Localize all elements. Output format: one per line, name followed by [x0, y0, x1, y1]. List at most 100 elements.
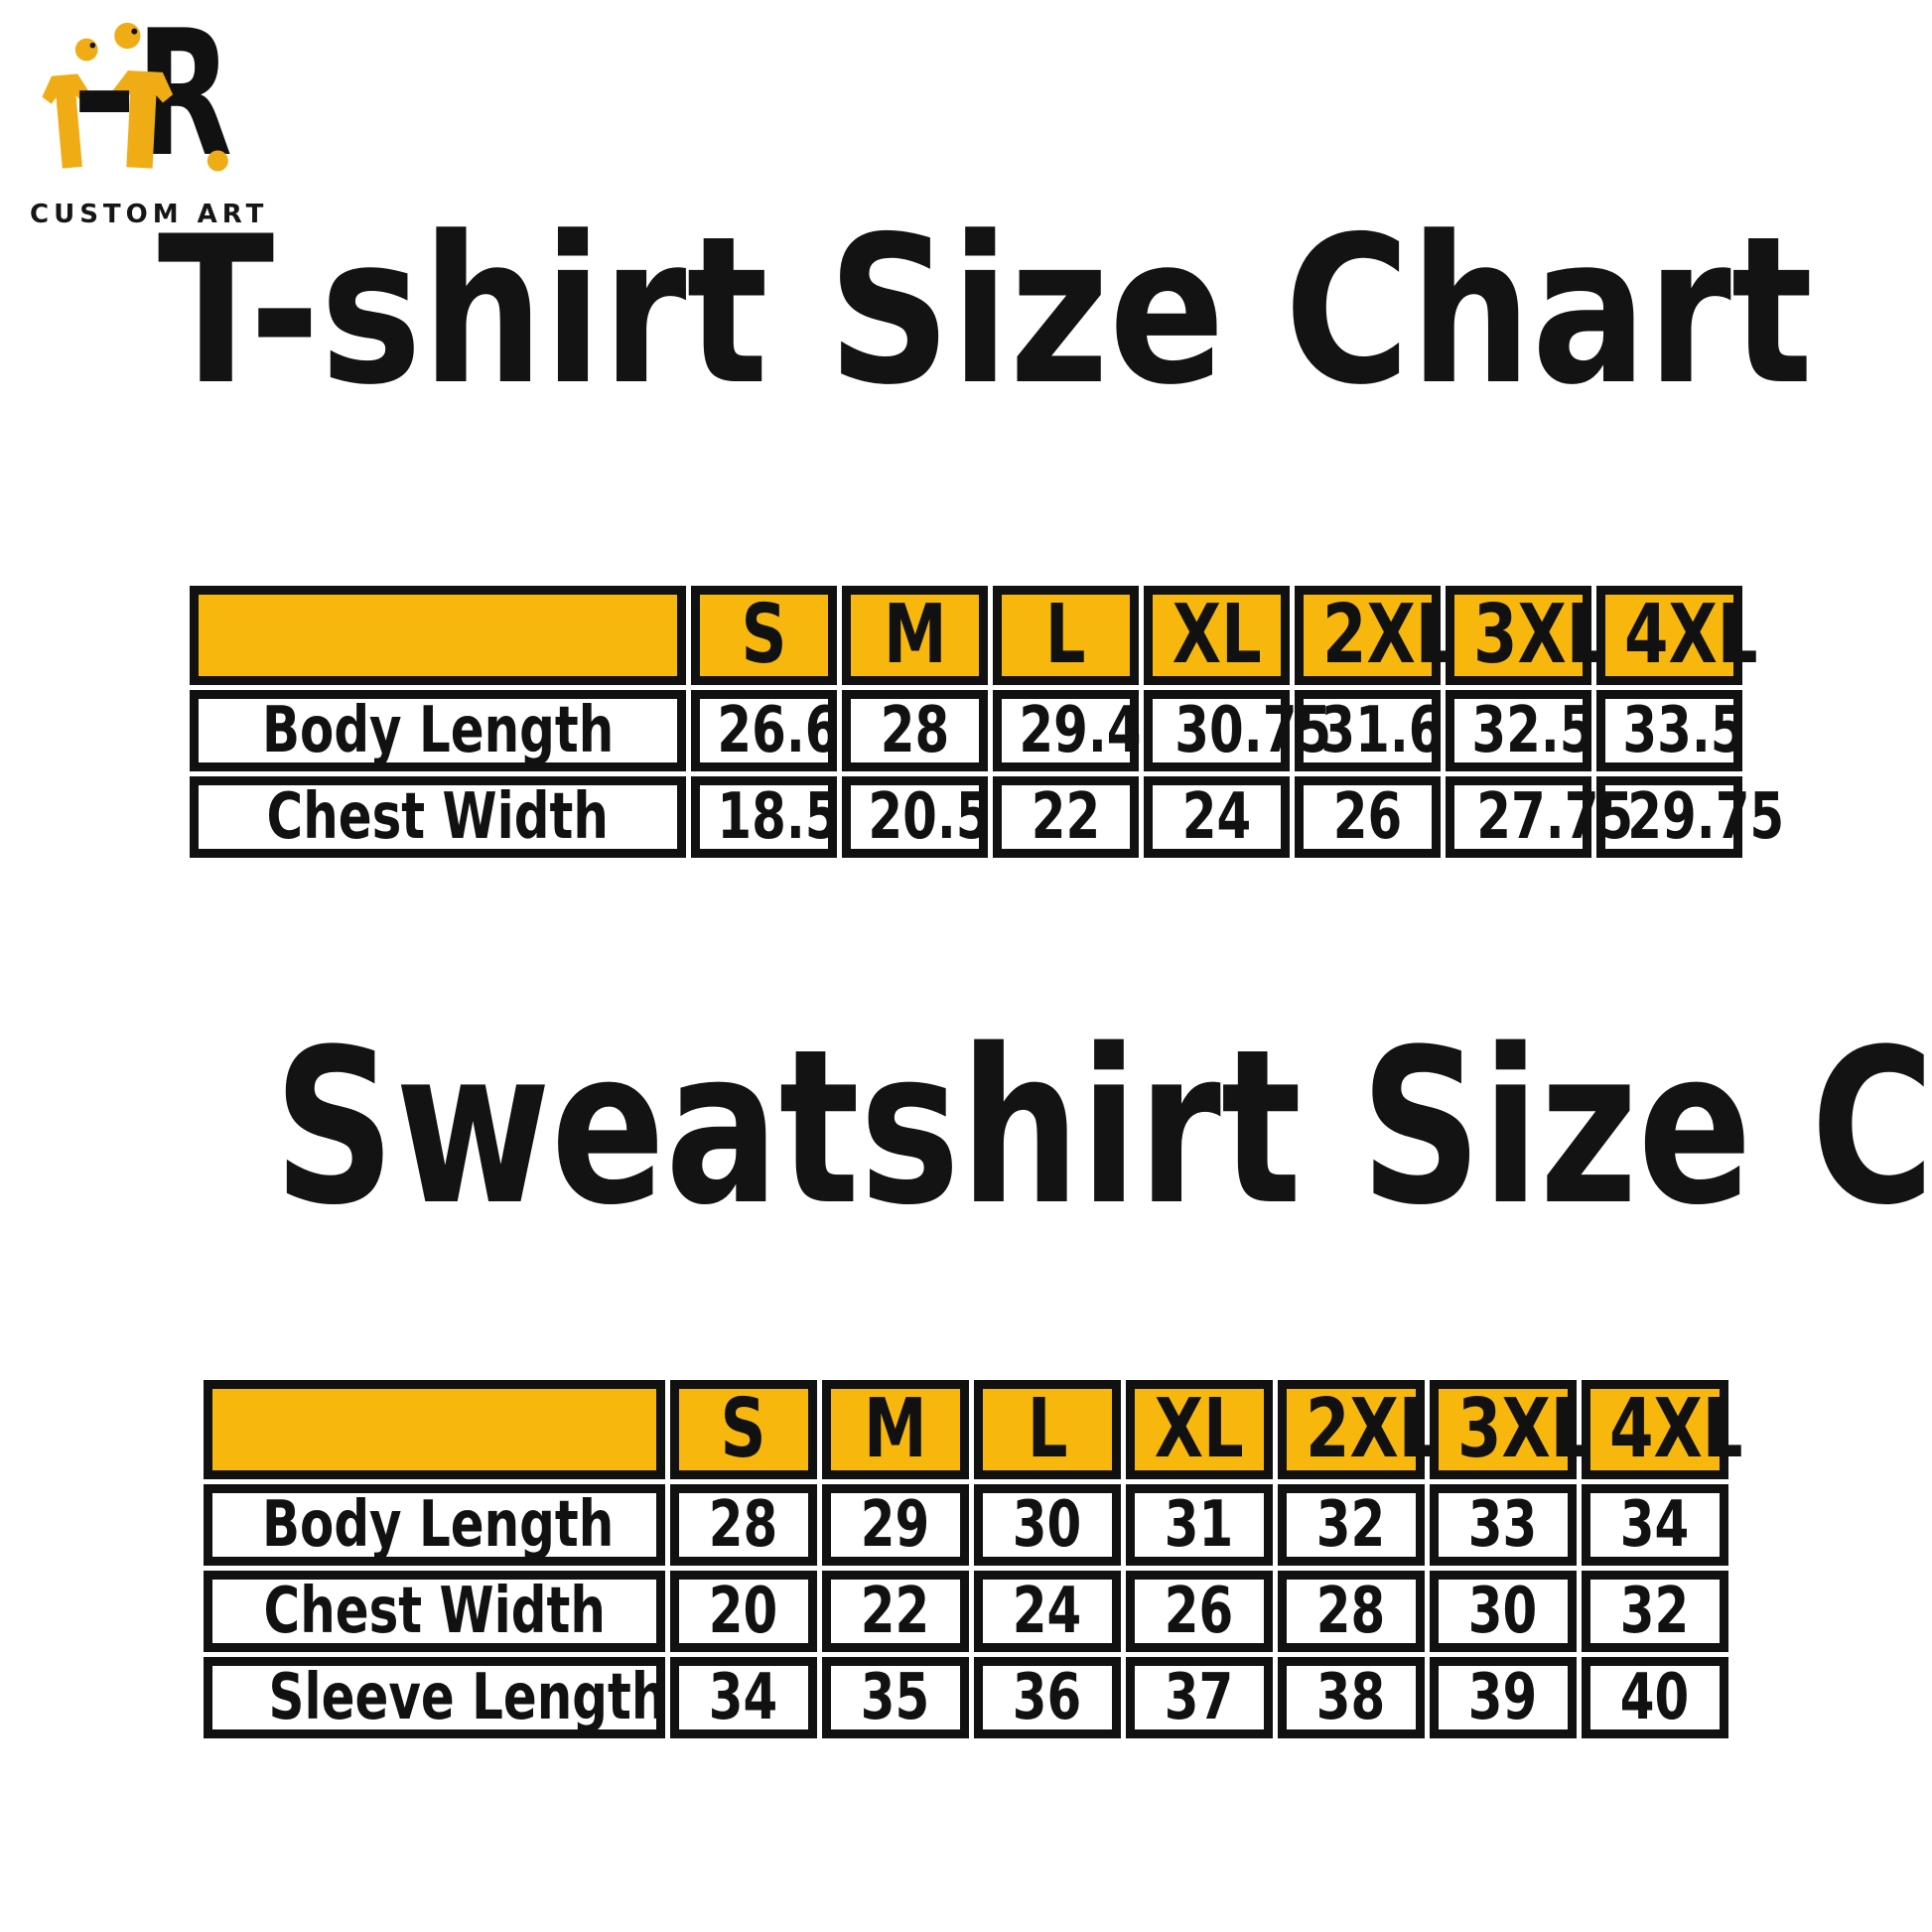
- row-label-cell: Body Length: [204, 1484, 665, 1566]
- value-cell: 18.5: [691, 776, 840, 858]
- value-cell: 22: [822, 1571, 969, 1652]
- tshirt-figure-icon: [42, 73, 90, 169]
- cell-text: 34: [709, 1661, 778, 1734]
- sweatshirt-size-table: S M L XL 2XL 3XL 4XL Body Length 28 29 30 31 32 33 34 C…: [199, 1375, 1743, 1743]
- table-row: Body Length 26.6 28 29.4 30.75 31.6 32.5 33.5: [190, 690, 1745, 771]
- value-cell: 24: [974, 1571, 1121, 1652]
- cell-text: 29.75: [1627, 780, 1785, 854]
- value-cell: 32.5: [1446, 690, 1594, 771]
- value-cell: 39: [1430, 1657, 1577, 1738]
- cell-text: 38: [1316, 1661, 1386, 1734]
- cell-text: 20.5: [868, 780, 991, 854]
- cell-text: 20: [709, 1575, 778, 1648]
- cell-text: 24: [1013, 1575, 1082, 1648]
- cell-text: 2XL: [1321, 588, 1456, 682]
- logo-head-icon: [114, 22, 141, 50]
- tshirt-chart-title: T-shirt Size Chart: [0, 210, 1932, 414]
- cell-text: 32: [1620, 1575, 1690, 1648]
- cell-text: 22: [861, 1575, 930, 1648]
- cell-text: 22: [1031, 780, 1101, 854]
- sweatshirt-chart-title: Sweatshirt Size Chart: [0, 1021, 1932, 1234]
- value-cell: 35: [822, 1657, 969, 1738]
- value-cell: 38: [1278, 1657, 1425, 1738]
- logo-dot: [207, 150, 228, 172]
- value-cell: 28: [842, 690, 988, 771]
- value-cell: 27.75: [1446, 776, 1633, 858]
- cell-text: 31.6: [1320, 694, 1444, 767]
- size-header-cell: 2XL: [1278, 1380, 1440, 1479]
- row-label-cell: Chest Width: [190, 776, 686, 858]
- cell-text: 26: [1332, 780, 1403, 854]
- value-cell: 28: [670, 1484, 817, 1566]
- cell-text: 30: [1013, 1488, 1082, 1562]
- value-cell: 37: [1126, 1657, 1273, 1738]
- size-header-row: S M L XL 2XL 3XL 4XL: [204, 1380, 1743, 1479]
- value-cell: 31.6: [1295, 690, 1444, 771]
- value-cell: 20: [670, 1571, 817, 1652]
- title-text: Sweatshirt Size Chart: [273, 1003, 1932, 1252]
- row-label-cell: Chest Width: [204, 1571, 665, 1652]
- brand-logo: R CUSTOM ART: [30, 22, 269, 229]
- cell-text: Body Length: [261, 694, 615, 767]
- cell-text: Chest Width: [263, 1575, 606, 1648]
- brand-tagline: CUSTOM ART: [30, 200, 269, 229]
- cell-text: 35: [861, 1661, 930, 1734]
- table-row: Body Length 28 29 30 31 32 33 34: [204, 1484, 1728, 1566]
- size-header-cell: L: [974, 1380, 1121, 1479]
- cell-text: 30: [1468, 1575, 1538, 1648]
- logo-crossbar: [79, 90, 130, 112]
- value-cell: 30.75: [1144, 690, 1331, 771]
- value-cell: 29: [822, 1484, 969, 1566]
- cell-text: 26: [1165, 1575, 1234, 1648]
- value-cell: 30: [1430, 1571, 1577, 1652]
- cell-text: S: [720, 1382, 767, 1476]
- size-header-cell: S: [691, 586, 837, 685]
- cell-text: XL: [1172, 588, 1262, 682]
- row-label-cell: Body Length: [190, 690, 686, 771]
- value-cell: 33.5: [1596, 690, 1745, 771]
- cell-text: 32: [1316, 1488, 1386, 1562]
- size-header-cell: 4XL: [1596, 586, 1758, 685]
- table-row: Chest Width 18.5 20.5 22 24 26 27.75 29.75: [190, 776, 1784, 858]
- cell-text: 30.75: [1174, 694, 1332, 767]
- cell-text: 3XL: [1456, 1382, 1591, 1476]
- cell-text: 33.5: [1622, 694, 1745, 767]
- size-header-cell: 3XL: [1446, 586, 1607, 685]
- value-cell: 30: [974, 1484, 1121, 1566]
- size-header-cell: 3XL: [1430, 1380, 1591, 1479]
- row-label-cell: Sleeve Length: [204, 1657, 667, 1738]
- cell-text: 37: [1165, 1661, 1234, 1734]
- cell-text: 36: [1013, 1661, 1082, 1734]
- value-cell: 26.6: [691, 690, 840, 771]
- cell-text: 28: [709, 1488, 778, 1562]
- value-cell: 29.4: [993, 690, 1142, 771]
- cell-text: Sleeve Length: [268, 1661, 667, 1734]
- title-text: T-shirt Size Chart: [157, 194, 1814, 430]
- cell-text: 40: [1620, 1661, 1690, 1734]
- size-header-cell: 4XL: [1582, 1380, 1743, 1479]
- tshirt-size-table: S M L XL 2XL 3XL 4XL Body Length 26.6 28 29.4 30.75…: [185, 581, 1784, 863]
- logo-head-icon: [74, 38, 98, 62]
- cell-text: M: [864, 1382, 927, 1476]
- size-header-cell: XL: [1144, 586, 1290, 685]
- cell-text: 29: [861, 1488, 930, 1562]
- value-cell: 36: [974, 1657, 1121, 1738]
- value-cell: 26: [1295, 776, 1441, 858]
- size-header-cell: 2XL: [1295, 586, 1456, 685]
- cell-text: L: [1045, 588, 1086, 682]
- cell-text: 24: [1181, 780, 1252, 854]
- table-row: Sleeve Length 34 35 36 37 38 39 40: [204, 1657, 1728, 1738]
- cell-text: 3XL: [1472, 588, 1607, 682]
- corner-cell: [204, 1380, 665, 1479]
- cell-text: XL: [1154, 1382, 1245, 1476]
- cell-text: 31: [1165, 1488, 1234, 1562]
- cell-text: Chest Width: [266, 780, 610, 854]
- cell-text: 4XL: [1623, 588, 1758, 682]
- value-cell: 32: [1278, 1484, 1425, 1566]
- cell-text: Body Length: [261, 1488, 615, 1562]
- brand-logo-icon: R: [42, 22, 232, 195]
- value-cell: 32: [1582, 1571, 1728, 1652]
- size-header-cell: XL: [1126, 1380, 1273, 1479]
- cell-text: 18.5: [717, 780, 840, 854]
